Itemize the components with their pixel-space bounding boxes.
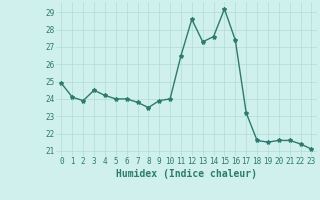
X-axis label: Humidex (Indice chaleur): Humidex (Indice chaleur)	[116, 169, 257, 179]
